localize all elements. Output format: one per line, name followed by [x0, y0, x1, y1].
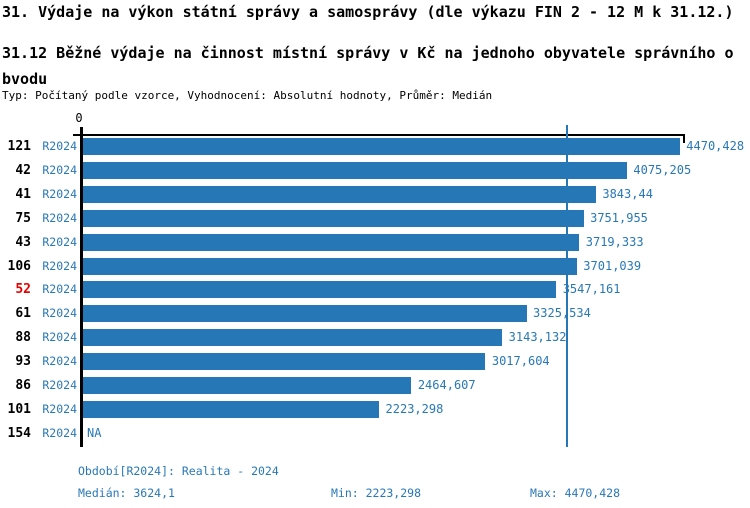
row-series-label: R2024	[42, 210, 77, 225]
row-code-label: 88	[15, 330, 31, 346]
row-series-label: R2024	[42, 258, 77, 273]
bar-value-label: 2464,607	[417, 378, 476, 392]
bar	[83, 329, 503, 347]
bar	[83, 185, 596, 203]
row-code-label: 43	[15, 234, 31, 250]
bar-value-label: 3017,604	[491, 354, 550, 369]
bar-value-label: 3701,039	[583, 258, 642, 273]
row-code-label: 93	[15, 354, 31, 370]
bar	[83, 233, 580, 251]
bar	[83, 281, 557, 299]
row-series-label: R2024	[42, 425, 77, 440]
page-subtitle: 31.12 Běžné výdaje na činnost místní spr…	[2, 44, 734, 88]
footer-min: Min: 2223,298	[331, 486, 422, 500]
bar	[83, 353, 486, 371]
row-code-label: 86	[15, 378, 31, 393]
axis-zero-tick	[73, 134, 81, 136]
row-series-label: R2024	[42, 282, 77, 297]
row-series-label: R2024	[42, 354, 77, 369]
chart-meta-line: Typ: Počítaný podle vzorce, Vyhodnocení:…	[2, 89, 493, 102]
row-series-label: R2024	[42, 330, 77, 345]
median-line	[566, 125, 568, 447]
x-axis-end-tick	[683, 134, 685, 143]
row-code-label: 52	[15, 282, 31, 298]
bar-value-label: 3143,132	[508, 330, 567, 345]
footer-max: Max: 4470,428	[530, 486, 621, 500]
footer-period: Období[R2024]: Realita - 2024	[78, 464, 279, 478]
bar-value-label: 4470,428	[686, 139, 745, 153]
page-title: 31. Výdaje na výkon státní správy a samo…	[2, 3, 734, 21]
bar-value-label: 3751,955	[590, 210, 648, 225]
bar	[83, 305, 527, 323]
row-code-label: 75	[15, 210, 31, 226]
bar-value-label: 4075,205	[633, 162, 692, 177]
bar	[83, 377, 412, 394]
row-series-label: R2024	[42, 306, 77, 321]
bar	[83, 138, 680, 155]
row-code-label: 101	[7, 401, 31, 417]
bar-value-label: 3843,44	[602, 186, 653, 201]
bar-value-label: 3719,333	[585, 234, 644, 249]
row-code-label: 154	[7, 425, 31, 441]
row-code-label: 41	[15, 186, 31, 202]
bar-value-label: 3325,534	[533, 306, 591, 321]
row-series-label: R2024	[42, 401, 77, 416]
footer-median: Medián: 3624,1	[78, 486, 175, 500]
row-series-label: R2024	[42, 378, 77, 392]
row-series-label: R2024	[42, 234, 77, 249]
x-axis-top-line	[81, 134, 685, 136]
bar-value-label: 2223,298	[385, 401, 444, 416]
bar	[83, 257, 577, 275]
row-code-label: 61	[15, 306, 31, 322]
axis-zero-label: 0	[75, 111, 83, 125]
na-label: NA	[87, 425, 102, 440]
row-series-label: R2024	[42, 186, 77, 201]
bar-value-label: 3547,161	[562, 282, 621, 297]
bar	[83, 161, 627, 179]
bar	[83, 209, 584, 227]
row-code-label: 106	[7, 258, 31, 274]
row-code-label: 121	[7, 139, 31, 154]
row-series-label: R2024	[42, 139, 77, 153]
row-series-label: R2024	[42, 162, 77, 177]
row-code-label: 42	[15, 162, 31, 178]
bar	[83, 400, 380, 418]
y-axis-line	[80, 127, 83, 447]
